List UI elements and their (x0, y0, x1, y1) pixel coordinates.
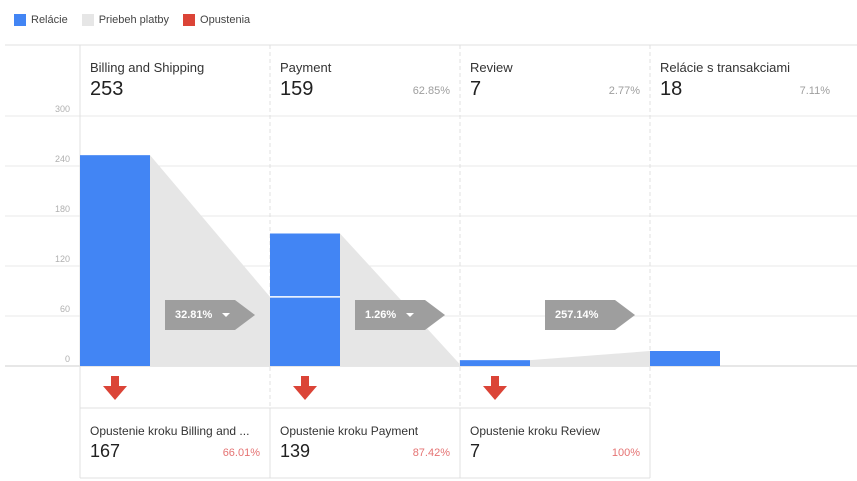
flow-area-2 (530, 351, 650, 366)
dropoff-name: Opustenie kroku Payment (280, 424, 419, 438)
conversion-rate-value: 257.14% (555, 309, 599, 321)
legend-item-sessions[interactable]: Relácie (14, 14, 68, 26)
dropoff-arrow-icon (103, 376, 127, 400)
dropoff-name: Opustenie kroku Review (470, 424, 601, 438)
y-tick-label: 60 (59, 304, 70, 314)
dropoff-arrow-icon (293, 376, 317, 400)
stage-value: 7 (470, 78, 482, 100)
dropoff-value: 7 (470, 441, 481, 461)
stage-header: Relácie s transakciami 18 7.11% (650, 60, 840, 116)
dropoff-value: 167 (90, 441, 121, 461)
bar-0 (80, 155, 150, 366)
conversion-rate-value: 1.26% (365, 309, 397, 321)
flow-area-1 (340, 233, 460, 366)
stage-name: Review (470, 60, 513, 75)
y-tick-label: 180 (54, 204, 70, 214)
dropoff-name: Opustenie kroku Billing and ... (90, 424, 250, 438)
legend-label-sessions: Relácie (31, 14, 68, 26)
dropoff-box[interactable]: Opustenie kroku Review 7 100% (460, 408, 650, 478)
dropoff-percent: 87.42% (412, 447, 450, 459)
legend-swatch-sessions (14, 14, 26, 26)
dropoff-box[interactable]: Opustenie kroku Payment 139 87.42% (270, 408, 460, 478)
caret-down-icon (406, 313, 415, 318)
caret-down-icon (222, 313, 231, 318)
stage-name: Billing and Shipping (90, 60, 205, 75)
stage-percent: 7.11% (799, 85, 830, 97)
conversion-rate-value: 32.81% (175, 309, 213, 321)
y-tick-label: 240 (54, 154, 70, 164)
dropoff-percent: 100% (611, 447, 640, 459)
bar-3 (650, 351, 720, 366)
dropoff-box[interactable]: Opustenie kroku Billing and ... 167 66.01% (80, 408, 270, 478)
y-tick-label: 120 (54, 254, 70, 264)
legend-swatch-exits (183, 14, 196, 26)
stage-header: Review 7 2.77% (460, 60, 650, 116)
stage-value: 253 (90, 78, 124, 100)
stage-name: Relácie s transakciami (660, 60, 791, 75)
stage-value: 159 (280, 78, 314, 100)
legend: Relácie Priebeh platby Opustenia (14, 14, 250, 26)
conversion-rate-badge[interactable]: 32.81% (165, 300, 255, 330)
stage-percent: 2.77% (608, 85, 640, 97)
flow-area-0 (150, 155, 270, 366)
stage-value: 18 (660, 78, 683, 100)
stage-name: Payment (280, 60, 332, 75)
legend-item-checkout-flow[interactable]: Priebeh platby (81, 14, 170, 26)
conversion-rate-badge[interactable]: 1.26% (355, 300, 445, 330)
dropoff-arrow-icon (483, 376, 507, 400)
conversion-rate-badge[interactable]: 257.14% (545, 300, 635, 348)
legend-label-checkout-flow: Priebeh platby (98, 14, 170, 26)
y-tick-label: 300 (54, 104, 70, 114)
legend-item-exits[interactable]: Opustenia (183, 14, 250, 26)
dropoff-value: 139 (280, 441, 311, 461)
y-tick-label: 0 (64, 354, 70, 364)
stage-header: Billing and Shipping 253 (80, 60, 270, 116)
legend-label-exits: Opustenia (200, 14, 251, 26)
bar-2 (460, 360, 530, 366)
bar-1 (270, 233, 340, 366)
stage-header: Payment 159 62.85% (270, 60, 460, 116)
dropoff-percent: 66.01% (222, 447, 260, 459)
caret-down-icon (565, 343, 573, 348)
legend-swatch-checkout-flow (81, 14, 94, 26)
stage-percent: 62.85% (412, 85, 450, 97)
